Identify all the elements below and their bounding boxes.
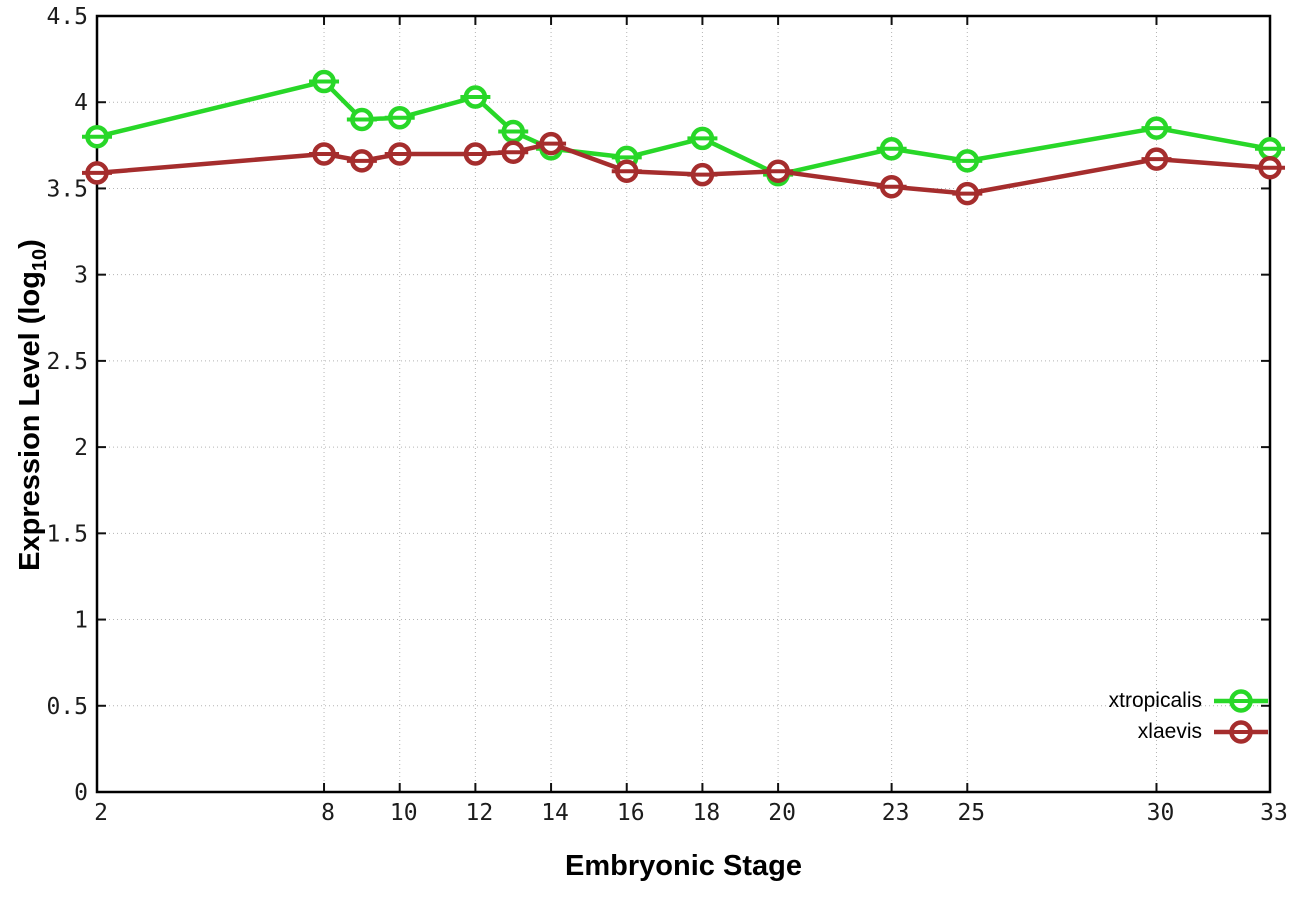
x-tick-label: 10	[390, 800, 418, 826]
point-marker	[463, 85, 488, 109]
point-marker	[312, 69, 336, 94]
x-tick-label: 23	[882, 800, 910, 826]
y-tick-label: 2.5	[46, 349, 88, 375]
x-tick-label: 8	[321, 800, 335, 826]
x-tick-label: 16	[617, 800, 645, 826]
y-tick-label: 4.5	[46, 4, 88, 30]
x-tick-label: 20	[768, 800, 796, 826]
x-tick-label: 33	[1260, 800, 1288, 826]
point-marker	[955, 149, 980, 173]
x-tick-label: 2	[94, 800, 108, 826]
point-marker	[879, 174, 904, 199]
point-marker	[766, 159, 790, 183]
y-tick-label: 1.5	[46, 521, 88, 547]
x-tick-label: 25	[957, 800, 985, 826]
point-marker	[1144, 116, 1169, 140]
point-marker	[350, 107, 374, 132]
y-tick-label: 3	[74, 263, 88, 289]
legend-entry-xlaevis: xlaevis	[1138, 718, 1268, 746]
legend-line-marker-icon	[1214, 720, 1268, 744]
point-marker	[350, 149, 374, 173]
y-axis-title-main: Expression Level (log	[14, 271, 46, 571]
y-axis-title-subscript: 10	[29, 248, 51, 272]
series-xtropicalis	[82, 69, 1285, 187]
y-tick-label: 1	[74, 608, 88, 634]
point-marker	[879, 137, 904, 161]
plot-border	[95, 14, 1272, 794]
legend-point-marker	[1229, 720, 1253, 744]
point-marker	[387, 105, 412, 130]
legend-label-xlaevis: xlaevis	[1137, 720, 1202, 743]
legend-label-xtropicalis: xtropicalis	[1108, 689, 1202, 712]
point-marker	[85, 124, 109, 149]
point-marker	[501, 140, 525, 164]
point-marker	[690, 126, 715, 151]
y-tick-label: 0	[74, 780, 88, 806]
point-marker	[312, 142, 336, 166]
point-marker	[614, 159, 639, 183]
series-line	[94, 79, 1273, 177]
point-marker	[387, 142, 412, 166]
y-tick-label: 4	[74, 90, 88, 116]
series-xlaevis	[82, 131, 1285, 206]
series-line	[94, 141, 1273, 196]
y-axis-title: Expression Level (log10)	[11, 203, 51, 607]
point-marker	[1144, 147, 1169, 171]
point-marker	[539, 131, 563, 156]
point-marker	[1258, 156, 1282, 180]
x-tick-label: 30	[1147, 800, 1175, 826]
legend: xtropicalis xlaevis	[1109, 687, 1268, 746]
point-marker	[85, 161, 109, 185]
y-tick-label: 0.5	[46, 694, 88, 720]
x-tick-label: 18	[693, 800, 721, 826]
x-tick-label: 12	[466, 800, 494, 826]
x-tick-label: 14	[541, 800, 569, 826]
x-axis-title: Embryonic Stage	[565, 850, 802, 882]
y-axis-title-end: )	[14, 239, 46, 249]
y-tick-label: 3.5	[46, 176, 88, 202]
point-marker	[463, 142, 488, 166]
legend-line-marker-icon	[1214, 689, 1268, 713]
y-tick-label: 2	[74, 435, 88, 461]
legend-entry-xtropicalis: xtropicalis	[1109, 687, 1268, 715]
legend-point-marker	[1229, 689, 1253, 713]
point-marker	[690, 162, 715, 187]
point-marker	[955, 181, 980, 206]
